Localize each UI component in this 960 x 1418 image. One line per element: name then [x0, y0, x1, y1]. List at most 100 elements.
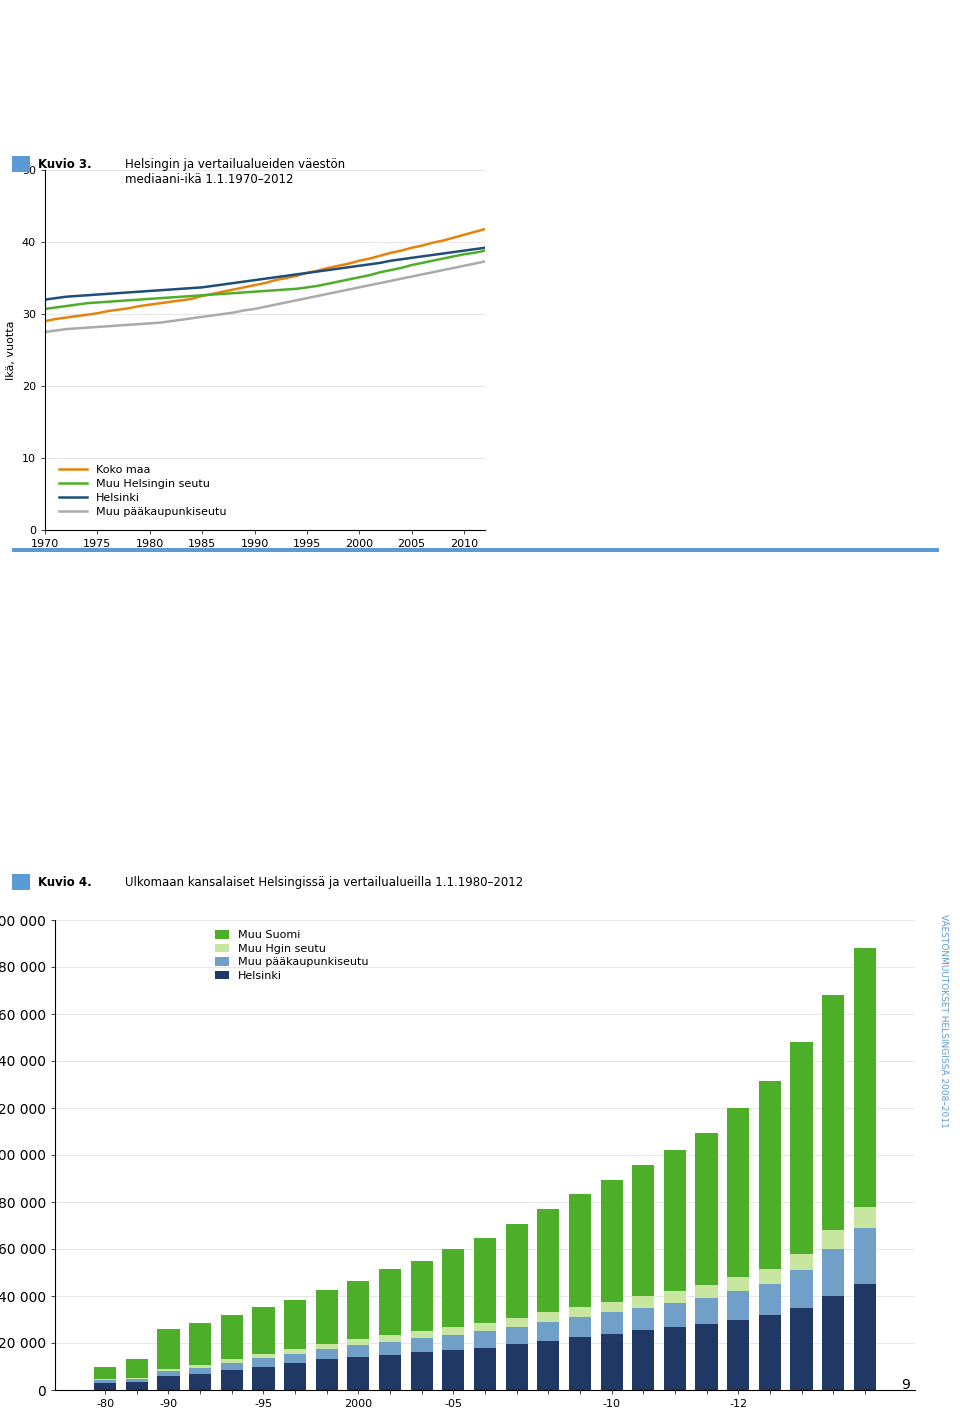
Koko maa	[427, 234, 439, 251]
Muu Helsingin seutu	[259, 282, 271, 299]
Helsinki	[385, 252, 396, 269]
Helsinki	[468, 241, 480, 258]
Bar	[569, 1307, 591, 1317]
Muu Helsingin seutu	[71, 296, 83, 313]
Bar	[252, 1367, 275, 1390]
Bar	[157, 1329, 180, 1368]
Bar	[695, 1133, 718, 1286]
Text: Kuvio 3.: Kuvio 3.	[38, 157, 92, 172]
Bar	[538, 1340, 560, 1390]
Muu Helsingin seutu	[155, 289, 166, 306]
Helsinki	[301, 264, 313, 281]
Muu pääkaupunkiseutu	[312, 288, 324, 305]
Bar	[758, 1285, 780, 1314]
Bar	[252, 1358, 275, 1367]
Bar	[790, 1307, 812, 1390]
Helsinki	[165, 281, 177, 298]
Bar	[348, 1346, 370, 1357]
Bar	[663, 1150, 686, 1292]
Koko maa	[364, 250, 375, 267]
Bar	[633, 1164, 655, 1296]
Helsinki	[479, 240, 491, 257]
Muu Helsingin seutu	[133, 291, 145, 308]
Koko maa	[406, 240, 418, 257]
Bar	[157, 1375, 180, 1390]
Text: Helsingin ja vertailualueiden väestön
mediaani-ikä 1.1.1970–2012: Helsingin ja vertailualueiden väestön me…	[125, 157, 345, 186]
Line: Muu pääkaupunkiseutu: Muu pääkaupunkiseutu	[45, 261, 485, 332]
Muu pääkaupunkiseutu	[417, 267, 428, 284]
Koko maa	[332, 257, 344, 274]
Muu pääkaupunkiseutu	[438, 261, 449, 278]
Bar	[221, 1314, 243, 1360]
Bar	[379, 1336, 401, 1341]
Bar	[538, 1322, 560, 1340]
Bar	[316, 1349, 338, 1360]
Legend: Muu Suomi, Muu Hgin seutu, Muu pääkaupunkiseutu, Helsinki: Muu Suomi, Muu Hgin seutu, Muu pääkaupun…	[215, 930, 368, 981]
Helsinki	[447, 244, 459, 261]
Muu Helsingin seutu	[447, 248, 459, 265]
Bar	[506, 1317, 528, 1327]
Muu Helsingin seutu	[332, 274, 344, 291]
Muu Helsingin seutu	[39, 301, 51, 318]
Bar	[284, 1363, 306, 1390]
Helsinki	[406, 250, 418, 267]
Helsinki	[332, 259, 344, 277]
Muu pääkaupunkiseutu	[259, 298, 271, 315]
Muu Helsingin seutu	[186, 288, 198, 305]
Muu Helsingin seutu	[291, 281, 302, 298]
Bar	[822, 1249, 844, 1296]
Koko maa	[165, 294, 177, 311]
Koko maa	[82, 306, 93, 323]
Bar	[94, 1383, 116, 1390]
Helsinki	[60, 288, 72, 305]
Y-axis label: Ikä, vuotta: Ikä, vuotta	[7, 320, 16, 380]
Koko maa	[458, 227, 469, 244]
Helsinki	[238, 274, 250, 291]
Helsinki	[176, 281, 187, 298]
Muu Helsingin seutu	[364, 267, 375, 284]
Muu pääkaupunkiseutu	[406, 268, 418, 285]
Muu Helsingin seutu	[123, 292, 134, 309]
Helsinki	[186, 279, 198, 296]
Bar	[853, 1228, 876, 1285]
Muu Helsingin seutu	[427, 252, 439, 269]
Koko maa	[312, 262, 324, 279]
Bar	[601, 1333, 623, 1390]
Koko maa	[112, 301, 124, 318]
Muu pääkaupunkiseutu	[301, 289, 313, 306]
Koko maa	[280, 269, 292, 286]
Bar	[94, 1380, 116, 1383]
Bar	[284, 1349, 306, 1354]
Bar	[284, 1299, 306, 1349]
Muu pääkaupunkiseutu	[343, 281, 354, 298]
Bar	[221, 1363, 243, 1370]
Text: Ulkomaan kansalaiset Helsingissä ja vertailualueilla 1.1.1980–2012: Ulkomaan kansalaiset Helsingissä ja vert…	[125, 876, 523, 889]
Koko maa	[417, 237, 428, 254]
Bar	[189, 1323, 211, 1366]
Bar	[379, 1269, 401, 1336]
Muu Helsingin seutu	[176, 288, 187, 305]
Muu pääkaupunkiseutu	[155, 315, 166, 332]
Bar	[633, 1296, 655, 1307]
Muu pääkaupunkiseutu	[374, 275, 386, 292]
Muu Helsingin seutu	[438, 250, 449, 267]
Koko maa	[60, 309, 72, 326]
Bar	[822, 995, 844, 1231]
Muu pääkaupunkiseutu	[323, 285, 334, 302]
Line: Helsinki: Helsinki	[45, 248, 485, 299]
Bar	[569, 1337, 591, 1390]
Muu Helsingin seutu	[458, 245, 469, 262]
Bar	[316, 1360, 338, 1390]
Muu pääkaupunkiseutu	[353, 279, 365, 296]
Muu pääkaupunkiseutu	[364, 277, 375, 294]
Koko maa	[102, 302, 113, 319]
Koko maa	[144, 296, 156, 313]
Helsinki	[312, 262, 324, 279]
Koko maa	[206, 285, 218, 302]
Helsinki	[133, 284, 145, 301]
Bar	[822, 1296, 844, 1390]
Koko maa	[71, 308, 83, 325]
Text: VÄESTÖNMUUTOKSET HELSINGISSÄ 2008–2011: VÄESTÖNMUUTOKSET HELSINGISSÄ 2008–2011	[940, 915, 948, 1127]
Helsinki	[144, 282, 156, 299]
Bar	[822, 1231, 844, 1249]
